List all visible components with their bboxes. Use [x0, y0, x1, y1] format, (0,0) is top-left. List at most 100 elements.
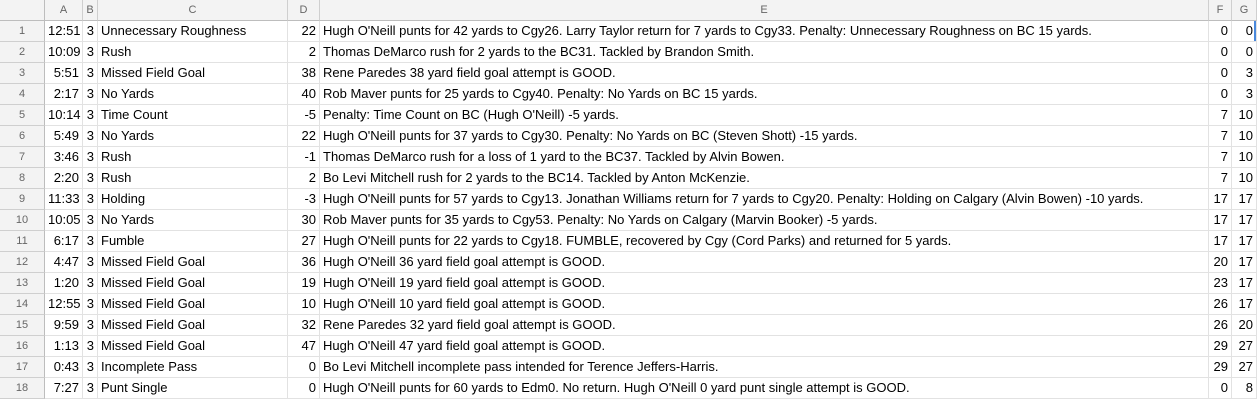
cell-quarter[interactable]: 3	[83, 210, 98, 231]
cell-score-home[interactable]: 20	[1209, 252, 1232, 273]
row-header[interactable]: 3	[0, 63, 45, 84]
cell-description[interactable]: Bo Levi Mitchell incomplete pass intende…	[320, 357, 1209, 378]
cell-time[interactable]: 12:55	[45, 294, 83, 315]
row-header[interactable]: 9	[0, 189, 45, 210]
cell-play-type[interactable]: Rush	[98, 147, 288, 168]
row-header[interactable]: 10	[0, 210, 45, 231]
cell-description[interactable]: Hugh O'Neill 47 yard field goal attempt …	[320, 336, 1209, 357]
cell-play-type[interactable]: Time Count	[98, 105, 288, 126]
cell-score-home[interactable]: 17	[1209, 231, 1232, 252]
cell-description[interactable]: Hugh O'Neill 10 yard field goal attempt …	[320, 294, 1209, 315]
cell-description[interactable]: Hugh O'Neill punts for 22 yards to Cgy18…	[320, 231, 1209, 252]
row-header[interactable]: 8	[0, 168, 45, 189]
cell-score-away[interactable]: 0	[1232, 42, 1257, 63]
cell-play-type[interactable]: Punt Single	[98, 378, 288, 399]
row-header[interactable]: 15	[0, 315, 45, 336]
cell-time[interactable]: 5:51	[45, 63, 83, 84]
cell-quarter[interactable]: 3	[83, 42, 98, 63]
cell-description[interactable]: Hugh O'Neill 19 yard field goal attempt …	[320, 273, 1209, 294]
cell-time[interactable]: 9:59	[45, 315, 83, 336]
cell-yards[interactable]: 2	[288, 168, 320, 189]
select-all-corner[interactable]	[0, 0, 45, 21]
cell-score-home[interactable]: 26	[1209, 315, 1232, 336]
cell-score-away[interactable]: 27	[1232, 357, 1257, 378]
cell-play-type[interactable]: Rush	[98, 42, 288, 63]
cell-time[interactable]: 2:17	[45, 84, 83, 105]
column-header-g[interactable]: G	[1232, 0, 1257, 21]
cell-yards[interactable]: -5	[288, 105, 320, 126]
cell-play-type[interactable]: Incomplete Pass	[98, 357, 288, 378]
cell-score-away[interactable]: 17	[1232, 273, 1257, 294]
cell-score-away[interactable]: 20	[1232, 315, 1257, 336]
cell-quarter[interactable]: 3	[83, 294, 98, 315]
cell-score-home[interactable]: 0	[1209, 63, 1232, 84]
cell-time[interactable]: 10:05	[45, 210, 83, 231]
cell-quarter[interactable]: 3	[83, 357, 98, 378]
cell-quarter[interactable]: 3	[83, 273, 98, 294]
cell-score-home[interactable]: 7	[1209, 105, 1232, 126]
cell-score-away[interactable]: 27	[1232, 336, 1257, 357]
cell-score-away[interactable]: 17	[1232, 210, 1257, 231]
cell-description[interactable]: Rene Paredes 38 yard field goal attempt …	[320, 63, 1209, 84]
column-header-c[interactable]: C	[98, 0, 288, 21]
cell-play-type[interactable]: Missed Field Goal	[98, 315, 288, 336]
row-header[interactable]: 7	[0, 147, 45, 168]
column-header-f[interactable]: F	[1209, 0, 1232, 21]
cell-time[interactable]: 11:33	[45, 189, 83, 210]
cell-time[interactable]: 1:13	[45, 336, 83, 357]
cell-yards[interactable]: 40	[288, 84, 320, 105]
cell-play-type[interactable]: No Yards	[98, 84, 288, 105]
cell-description[interactable]: Hugh O'Neill 36 yard field goal attempt …	[320, 252, 1209, 273]
cell-quarter[interactable]: 3	[83, 21, 98, 42]
cell-score-away[interactable]: 10	[1232, 126, 1257, 147]
cell-quarter[interactable]: 3	[83, 336, 98, 357]
row-header[interactable]: 18	[0, 378, 45, 399]
cell-time[interactable]: 6:17	[45, 231, 83, 252]
column-header-e[interactable]: E	[320, 0, 1209, 21]
cell-yards[interactable]: 2	[288, 42, 320, 63]
cell-play-type[interactable]: Missed Field Goal	[98, 336, 288, 357]
cell-description[interactable]: Bo Levi Mitchell rush for 2 yards to the…	[320, 168, 1209, 189]
cell-score-home[interactable]: 0	[1209, 84, 1232, 105]
cell-yards[interactable]: 0	[288, 378, 320, 399]
row-header[interactable]: 12	[0, 252, 45, 273]
cell-description[interactable]: Rene Paredes 32 yard field goal attempt …	[320, 315, 1209, 336]
cell-quarter[interactable]: 3	[83, 231, 98, 252]
cell-score-away[interactable]: 3	[1232, 63, 1257, 84]
cell-yards[interactable]: 38	[288, 63, 320, 84]
cell-time[interactable]: 3:46	[45, 147, 83, 168]
cell-description[interactable]: Rob Maver punts for 35 yards to Cgy53. P…	[320, 210, 1209, 231]
cell-score-away[interactable]: 17	[1232, 252, 1257, 273]
cell-description[interactable]: Hugh O'Neill punts for 42 yards to Cgy26…	[320, 21, 1209, 42]
row-header[interactable]: 2	[0, 42, 45, 63]
row-header[interactable]: 1	[0, 21, 45, 42]
cell-time[interactable]: 10:09	[45, 42, 83, 63]
cell-score-home[interactable]: 0	[1209, 378, 1232, 399]
cell-score-home[interactable]: 17	[1209, 189, 1232, 210]
cell-quarter[interactable]: 3	[83, 126, 98, 147]
cell-quarter[interactable]: 3	[83, 378, 98, 399]
cell-score-home[interactable]: 0	[1209, 21, 1232, 42]
cell-description[interactable]: Hugh O'Neill punts for 60 yards to Edm0.…	[320, 378, 1209, 399]
cell-yards[interactable]: 47	[288, 336, 320, 357]
cell-play-type[interactable]: No Yards	[98, 126, 288, 147]
cell-yards[interactable]: 22	[288, 21, 320, 42]
cell-score-away[interactable]: 0	[1232, 21, 1257, 42]
cell-yards[interactable]: 36	[288, 252, 320, 273]
cell-play-type[interactable]: Holding	[98, 189, 288, 210]
cell-time[interactable]: 1:20	[45, 273, 83, 294]
cell-time[interactable]: 0:43	[45, 357, 83, 378]
cell-score-away[interactable]: 17	[1232, 189, 1257, 210]
row-header[interactable]: 4	[0, 84, 45, 105]
cell-play-type[interactable]: Missed Field Goal	[98, 252, 288, 273]
cell-play-type[interactable]: Missed Field Goal	[98, 273, 288, 294]
cell-yards[interactable]: -1	[288, 147, 320, 168]
cell-quarter[interactable]: 3	[83, 168, 98, 189]
cell-quarter[interactable]: 3	[83, 105, 98, 126]
cell-score-home[interactable]: 7	[1209, 168, 1232, 189]
cell-yards[interactable]: 10	[288, 294, 320, 315]
cell-description[interactable]: Hugh O'Neill punts for 37 yards to Cgy30…	[320, 126, 1209, 147]
cell-score-home[interactable]: 29	[1209, 357, 1232, 378]
cell-yards[interactable]: 19	[288, 273, 320, 294]
